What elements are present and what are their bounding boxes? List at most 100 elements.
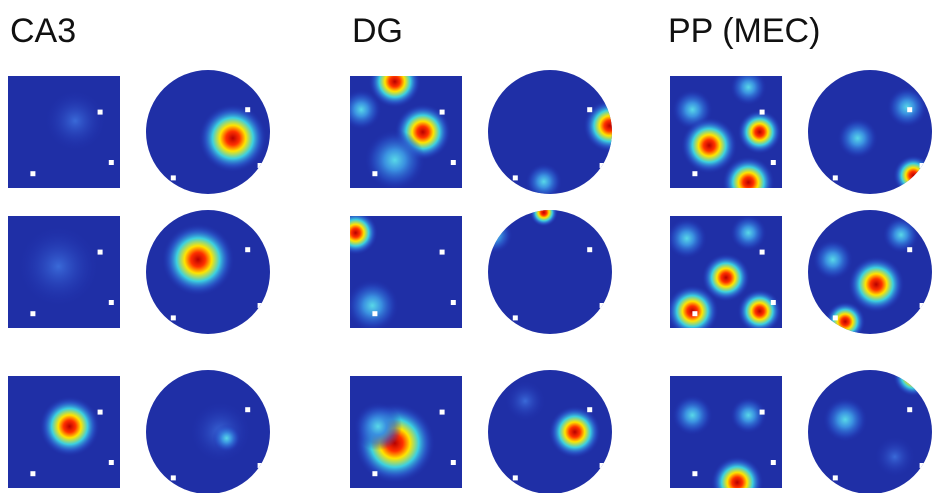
- hotspot: [212, 424, 241, 453]
- hotspot: [488, 216, 513, 253]
- circular-rate-map: [488, 210, 612, 334]
- unvisited-bin: [170, 475, 176, 481]
- unvisited-bin: [170, 315, 176, 321]
- hotspot: [893, 155, 932, 194]
- hotspot: [823, 397, 868, 442]
- hotspot: [730, 397, 767, 434]
- unvisited-bin: [257, 303, 263, 308]
- hotspot: [730, 76, 767, 106]
- square-rate-map: [350, 376, 462, 488]
- unvisited-bin: [257, 163, 263, 168]
- unvisited-bin: [599, 463, 605, 468]
- unvisited-bin: [832, 315, 838, 321]
- hotspot: [162, 223, 235, 296]
- panel-label: CA3: [10, 12, 76, 50]
- unvisited-bin: [108, 300, 114, 305]
- panel-label: DG: [352, 12, 403, 50]
- unvisited-bin: [245, 407, 251, 413]
- hotspot: [368, 76, 421, 108]
- unvisited-bin: [97, 409, 103, 415]
- hotspot: [883, 216, 919, 253]
- unvisited-bin: [907, 407, 913, 413]
- hotspots: [512, 99, 612, 194]
- unvisited-bin: [108, 160, 114, 165]
- unvisited-bin: [907, 247, 913, 253]
- unvisited-bin: [439, 249, 445, 255]
- hotspot: [711, 456, 764, 488]
- hotspot: [354, 402, 402, 451]
- unvisited-bin: [770, 300, 776, 305]
- unvisited-bin: [587, 407, 593, 413]
- hotspot: [583, 99, 612, 152]
- unvisited-bin: [450, 160, 456, 165]
- hotspots: [30, 396, 114, 477]
- hotspots: [672, 395, 776, 488]
- unvisited-bin: [759, 409, 765, 415]
- hotspot: [722, 156, 775, 188]
- hotspots: [162, 223, 263, 321]
- square-rate-map: [350, 216, 462, 328]
- unvisited-bin: [450, 300, 456, 305]
- hotspot: [18, 226, 99, 307]
- square-rate-map: [8, 76, 120, 188]
- hotspots: [354, 402, 456, 484]
- unvisited-bin: [770, 460, 776, 465]
- unvisited-bin: [372, 311, 378, 317]
- unvisited-bin: [919, 163, 925, 168]
- circular-rate-map: [146, 70, 270, 194]
- unvisited-bin: [439, 109, 445, 115]
- hotspot: [670, 218, 707, 259]
- hotspot: [681, 117, 738, 174]
- unvisited-bin: [108, 460, 114, 465]
- circular-rate-map: [146, 370, 270, 493]
- unvisited-bin: [759, 249, 765, 255]
- circular-rate-map: [808, 70, 932, 194]
- hotspot: [198, 104, 267, 173]
- hotspots: [672, 76, 782, 188]
- hotspot: [364, 130, 425, 188]
- unvisited-bin: [770, 160, 776, 165]
- circular-rate-map: [488, 70, 612, 194]
- unvisited-bin: [512, 475, 518, 481]
- hotspot: [670, 285, 719, 328]
- hotspot: [350, 279, 399, 328]
- hotspots: [170, 104, 267, 181]
- square-rate-map: [8, 376, 120, 488]
- unvisited-bin: [245, 107, 251, 113]
- hotspot: [812, 239, 853, 280]
- hotspot: [702, 253, 750, 302]
- unvisited-bin: [97, 109, 103, 115]
- unvisited-bin: [450, 460, 456, 465]
- hotspot: [525, 163, 562, 194]
- hotspot: [505, 381, 546, 421]
- hotspot: [350, 216, 378, 255]
- unvisited-bin: [512, 175, 518, 181]
- hotspot: [737, 110, 782, 154]
- hotspot: [893, 370, 932, 397]
- unvisited-bin: [907, 107, 913, 113]
- square-rate-map: [670, 216, 782, 328]
- unvisited-bin: [832, 175, 838, 181]
- unvisited-bin: [692, 311, 698, 317]
- unvisited-bin: [759, 109, 765, 115]
- unvisited-bin: [599, 163, 605, 168]
- hotspot: [350, 89, 382, 130]
- circular-rate-map: [808, 210, 932, 334]
- unvisited-bin: [30, 311, 36, 317]
- unvisited-bin: [919, 463, 925, 468]
- map-background: [488, 210, 612, 334]
- square-rate-map: [670, 376, 782, 488]
- hotspots: [823, 370, 932, 481]
- hotspot: [39, 396, 100, 457]
- hotspot: [529, 210, 558, 227]
- unvisited-bin: [245, 247, 251, 253]
- unvisited-bin: [587, 107, 593, 113]
- hotspot: [825, 301, 866, 334]
- hotspot: [874, 436, 915, 477]
- unvisited-bin: [692, 171, 698, 177]
- hotspot: [45, 90, 106, 151]
- hotspots: [670, 216, 782, 328]
- unvisited-bin: [692, 471, 698, 477]
- square-rate-map: [670, 76, 782, 188]
